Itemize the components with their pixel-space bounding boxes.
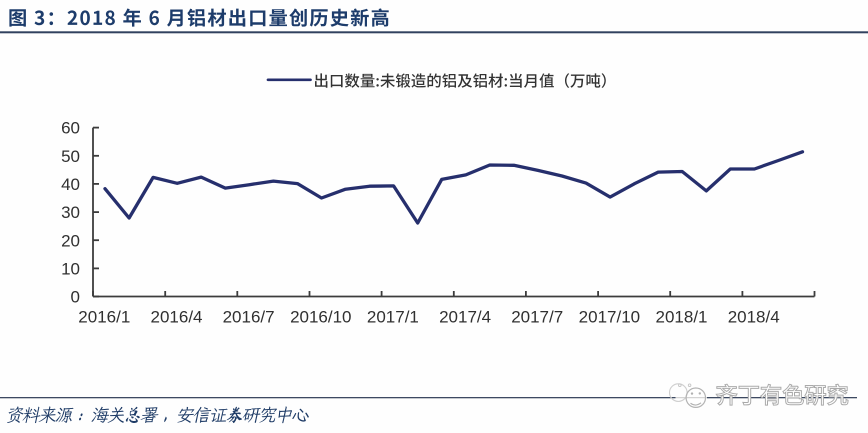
svg-text:2018/4: 2018/4 xyxy=(728,307,780,326)
svg-text:2016/7: 2016/7 xyxy=(223,307,275,326)
svg-text:2017/1: 2017/1 xyxy=(367,307,419,326)
svg-text:10: 10 xyxy=(61,260,80,279)
svg-text:2017/7: 2017/7 xyxy=(511,307,563,326)
svg-text:40: 40 xyxy=(61,175,80,194)
svg-text:20: 20 xyxy=(61,231,80,250)
svg-text:2016/4: 2016/4 xyxy=(151,307,203,326)
svg-text:2018/1: 2018/1 xyxy=(656,307,708,326)
svg-text:2017/10: 2017/10 xyxy=(579,307,640,326)
svg-text:2017/4: 2017/4 xyxy=(439,307,491,326)
svg-text:50: 50 xyxy=(61,147,80,166)
svg-text:0: 0 xyxy=(71,288,80,307)
svg-text:30: 30 xyxy=(61,203,80,222)
svg-text:2016/10: 2016/10 xyxy=(290,307,351,326)
svg-text:60: 60 xyxy=(61,119,80,138)
svg-text:2016/1: 2016/1 xyxy=(78,307,130,326)
